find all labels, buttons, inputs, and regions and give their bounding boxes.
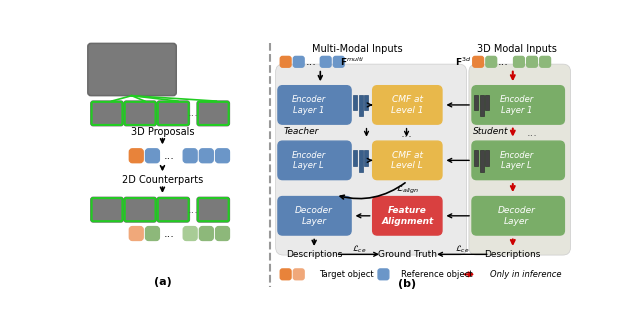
Text: Ground Truth: Ground Truth [378, 250, 437, 259]
FancyBboxPatch shape [90, 45, 175, 94]
Text: Encoder
Layer 1: Encoder Layer 1 [292, 95, 326, 114]
FancyBboxPatch shape [278, 86, 351, 124]
FancyBboxPatch shape [91, 101, 123, 126]
Text: Descriptions: Descriptions [484, 250, 541, 259]
Text: Feature
Alignment: Feature Alignment [381, 206, 433, 225]
Bar [474, 95, 478, 110]
FancyBboxPatch shape [293, 269, 304, 280]
FancyBboxPatch shape [372, 141, 442, 180]
Text: ...: ... [164, 151, 175, 161]
FancyBboxPatch shape [472, 196, 564, 235]
Text: Decoder
Layer: Decoder Layer [295, 206, 333, 225]
Bar [353, 95, 357, 110]
FancyBboxPatch shape [145, 227, 159, 240]
Text: ...: ... [164, 229, 175, 239]
FancyBboxPatch shape [88, 43, 176, 96]
FancyBboxPatch shape [124, 101, 156, 126]
FancyBboxPatch shape [157, 197, 189, 222]
Bar [359, 95, 363, 116]
FancyBboxPatch shape [129, 227, 143, 240]
Text: Multi-Modal Inputs: Multi-Modal Inputs [312, 44, 403, 54]
Text: Encoder
Layer 1: Encoder Layer 1 [500, 95, 534, 114]
FancyBboxPatch shape [472, 86, 564, 124]
FancyBboxPatch shape [473, 56, 484, 67]
Bar [480, 95, 484, 116]
FancyBboxPatch shape [469, 64, 570, 255]
FancyBboxPatch shape [145, 149, 159, 163]
Text: $\mathcal{L}_{ce}$: $\mathcal{L}_{ce}$ [351, 244, 366, 255]
Text: CMF at
Level L: CMF at Level L [392, 151, 423, 170]
FancyBboxPatch shape [125, 102, 156, 125]
FancyBboxPatch shape [378, 269, 389, 280]
FancyBboxPatch shape [372, 196, 442, 235]
FancyBboxPatch shape [158, 102, 189, 125]
Text: $\mathcal{L}_{align}$: $\mathcal{L}_{align}$ [396, 184, 419, 196]
Text: Encoder
Layer L: Encoder Layer L [292, 151, 326, 170]
FancyBboxPatch shape [124, 197, 156, 222]
FancyBboxPatch shape [158, 198, 189, 221]
FancyBboxPatch shape [129, 149, 143, 163]
Text: Student: Student [473, 127, 508, 137]
FancyBboxPatch shape [197, 197, 230, 222]
FancyBboxPatch shape [293, 56, 304, 67]
Bar [353, 150, 357, 166]
Text: $\mathbf{F}^{multi}$: $\mathbf{F}^{multi}$ [340, 56, 365, 68]
Bar [364, 150, 368, 166]
Text: ...: ... [188, 205, 198, 215]
FancyBboxPatch shape [183, 149, 197, 163]
Bar [485, 150, 489, 166]
FancyBboxPatch shape [198, 198, 228, 221]
Bar [364, 95, 368, 110]
FancyBboxPatch shape [372, 86, 442, 124]
Bar [474, 150, 478, 166]
Text: ...: ... [188, 108, 198, 118]
Text: 3D Proposals: 3D Proposals [131, 127, 194, 137]
FancyBboxPatch shape [157, 101, 189, 126]
FancyBboxPatch shape [280, 56, 291, 67]
FancyBboxPatch shape [486, 56, 497, 67]
FancyBboxPatch shape [200, 227, 213, 240]
FancyBboxPatch shape [92, 198, 122, 221]
FancyBboxPatch shape [278, 196, 351, 235]
FancyBboxPatch shape [472, 141, 564, 180]
Text: Descriptions: Descriptions [286, 250, 342, 259]
Text: $\mathcal{L}_{ce}$: $\mathcal{L}_{ce}$ [455, 244, 469, 255]
Text: 2D Counterparts: 2D Counterparts [122, 175, 203, 185]
FancyBboxPatch shape [278, 141, 351, 180]
Text: Only in inference: Only in inference [490, 270, 561, 279]
Text: ...: ... [498, 57, 509, 67]
Bar [485, 95, 489, 110]
Text: ...: ... [401, 127, 413, 140]
Text: 3D Modal Inputs: 3D Modal Inputs [477, 44, 557, 54]
Text: Teacher: Teacher [284, 127, 319, 137]
Text: ...: ... [306, 57, 317, 67]
Text: Reference object: Reference object [401, 270, 473, 279]
Text: Encoder
Layer L: Encoder Layer L [500, 151, 534, 170]
FancyBboxPatch shape [183, 227, 197, 240]
FancyBboxPatch shape [540, 56, 550, 67]
Text: $\mathbf{F}^{3d}$: $\mathbf{F}^{3d}$ [454, 56, 471, 68]
FancyBboxPatch shape [91, 197, 123, 222]
Text: Decoder
Layer: Decoder Layer [498, 206, 536, 225]
FancyBboxPatch shape [197, 101, 230, 126]
Text: Target object: Target object [319, 270, 373, 279]
Text: ...: ... [527, 128, 538, 139]
Text: CMF at
Level 1: CMF at Level 1 [391, 95, 424, 114]
FancyBboxPatch shape [276, 64, 467, 255]
FancyBboxPatch shape [125, 198, 156, 221]
Text: (a): (a) [154, 277, 172, 287]
FancyBboxPatch shape [280, 269, 291, 280]
FancyBboxPatch shape [198, 102, 228, 125]
FancyBboxPatch shape [527, 56, 538, 67]
Text: (b): (b) [398, 279, 417, 289]
Bar [480, 150, 484, 172]
FancyBboxPatch shape [513, 56, 524, 67]
FancyBboxPatch shape [320, 56, 331, 67]
FancyBboxPatch shape [333, 56, 344, 67]
Bar [359, 150, 363, 172]
FancyBboxPatch shape [216, 227, 230, 240]
FancyBboxPatch shape [200, 149, 213, 163]
FancyBboxPatch shape [92, 102, 122, 125]
FancyBboxPatch shape [216, 149, 230, 163]
